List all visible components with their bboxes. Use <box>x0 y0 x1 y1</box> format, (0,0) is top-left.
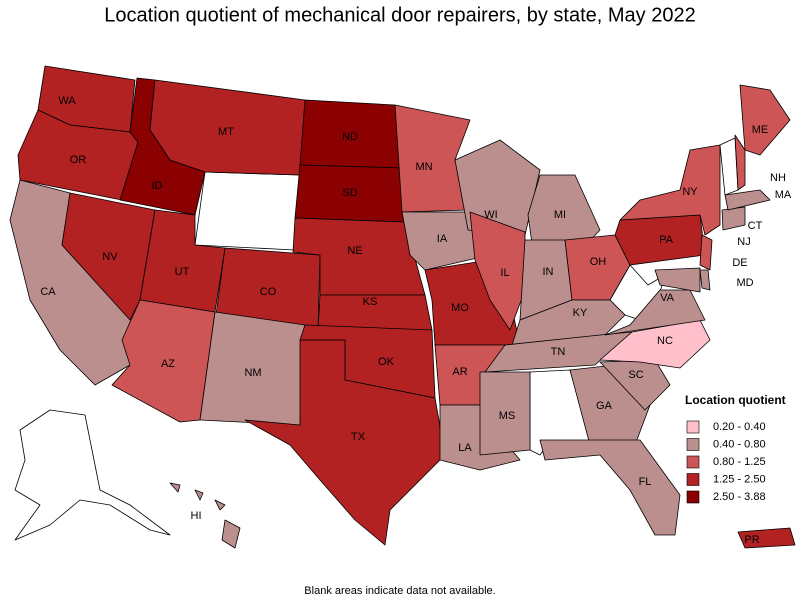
state-label: KS <box>363 296 378 308</box>
state-label: MA <box>775 189 792 201</box>
state-shape <box>699 269 711 291</box>
state-label: MN <box>415 161 432 173</box>
state-label: HI <box>191 510 202 522</box>
legend: Location quotient 0.20 - 0.40 0.40 - 0.80… <box>685 393 786 504</box>
legend-label: 0.40 - 0.80 <box>713 438 766 450</box>
state-shape-blank <box>14 409 171 541</box>
state-label: CO <box>260 286 277 298</box>
state-shape <box>61 192 156 321</box>
state-label: OK <box>378 356 395 368</box>
state-label: NH <box>770 172 786 184</box>
state-shape <box>599 319 711 369</box>
state-shape <box>169 482 241 549</box>
state-label: CA <box>40 286 56 298</box>
state-label: TN <box>551 346 566 358</box>
legend-swatch <box>686 455 700 469</box>
state-label: NC <box>657 335 673 347</box>
state-shape <box>699 234 713 271</box>
state-shape <box>734 134 746 191</box>
state-label: MI <box>554 209 566 221</box>
state-shape <box>737 527 796 549</box>
state-label: ID <box>152 180 163 192</box>
state-shape <box>244 339 446 546</box>
state-label: IA <box>437 233 448 245</box>
state-label: PA <box>659 234 674 246</box>
state-label: AR <box>452 366 467 378</box>
state-label: UT <box>175 266 190 278</box>
state-label: TX <box>351 431 366 443</box>
legend-swatch <box>686 473 700 486</box>
state-shape <box>724 189 771 211</box>
state-shape <box>479 371 531 456</box>
state-label: CT <box>748 220 763 232</box>
state-label: ME <box>752 124 769 136</box>
state-label: NJ <box>737 236 750 248</box>
state-label: WA <box>58 95 76 107</box>
state-shape <box>539 439 681 536</box>
map-title: Location quotient of mechanical door rep… <box>104 4 695 26</box>
legend-swatch <box>686 438 700 451</box>
legend-title: Location quotient <box>685 393 786 407</box>
states <box>9 65 796 549</box>
state-label: NY <box>682 186 698 198</box>
state-label: DE <box>732 257 747 269</box>
state-label: NV <box>102 251 118 263</box>
state-label: SD <box>342 187 357 199</box>
legend-label: 0.20 - 0.40 <box>713 421 766 433</box>
state-label: MO <box>451 302 469 314</box>
state-shape <box>619 144 721 236</box>
state-label: IL <box>500 267 509 279</box>
legend-label: 2.50 - 3.88 <box>713 491 766 503</box>
state-label: MD <box>736 277 753 289</box>
state-shape <box>469 211 526 331</box>
state-shape <box>721 206 746 231</box>
state-label: VA <box>660 292 675 304</box>
state-label: GA <box>596 400 613 412</box>
state-shape <box>654 267 701 293</box>
state-label: LA <box>458 442 472 454</box>
state-label: SC <box>628 369 643 381</box>
state-label: KY <box>573 307 588 319</box>
legend-swatch <box>686 490 700 504</box>
legend-swatch <box>686 420 700 434</box>
state-label: AZ <box>161 358 175 370</box>
state-label: ND <box>342 131 358 143</box>
state-shape-blank <box>194 171 301 251</box>
state-label: OH <box>590 256 607 268</box>
state-label: NE <box>347 245 362 257</box>
state-label: NM <box>244 367 261 379</box>
state-label: MS <box>499 410 516 422</box>
footnote: Blank areas indicate data not available. <box>304 585 495 597</box>
state-label: FL <box>639 476 652 488</box>
state-shape <box>739 84 791 156</box>
state-label: MT <box>218 126 234 138</box>
legend-label: 1.25 - 2.50 <box>713 473 766 485</box>
state-label: IN <box>543 266 554 278</box>
state-label: OR <box>70 154 87 166</box>
state-label: WI <box>484 209 497 221</box>
state-shape <box>604 289 706 336</box>
legend-label: 0.80 - 1.25 <box>713 456 766 468</box>
state-label: PR <box>744 534 759 546</box>
state-shape <box>564 234 631 301</box>
